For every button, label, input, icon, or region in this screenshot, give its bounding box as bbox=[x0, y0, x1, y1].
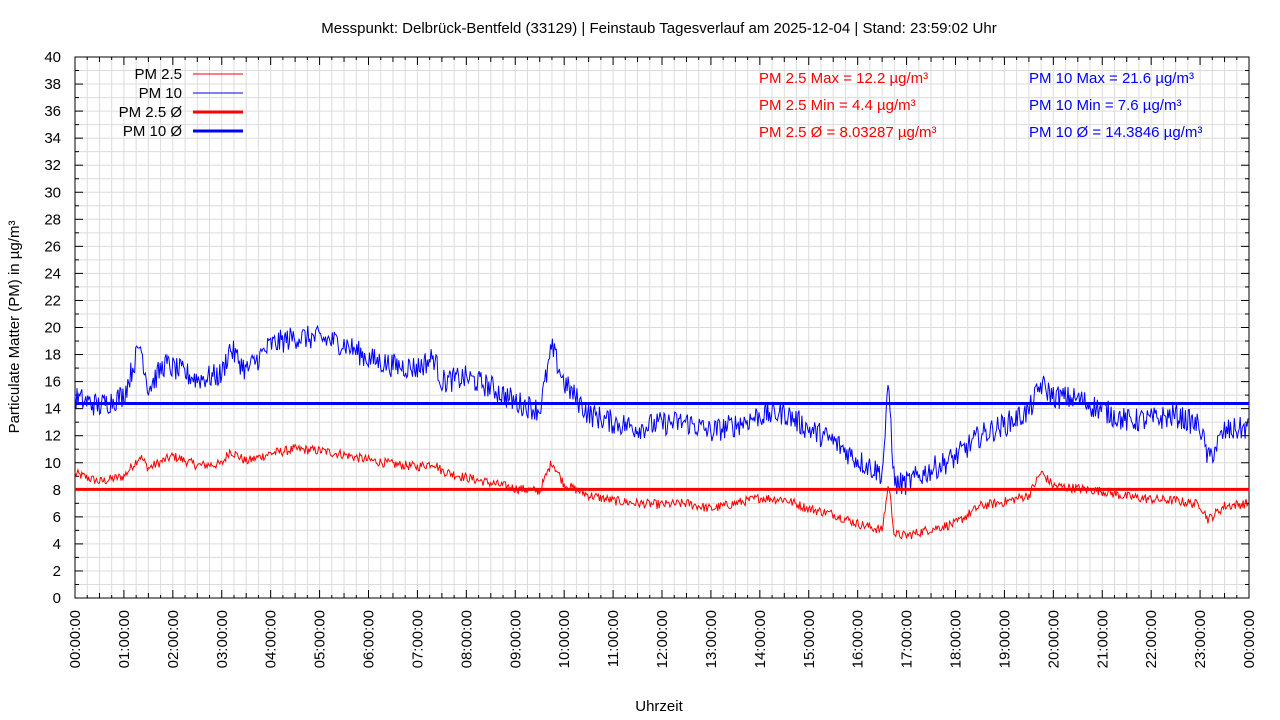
y-tick-label: 6 bbox=[53, 509, 61, 526]
stat-annotation: PM 2.5 Ø = 8.03287 µg/m³ bbox=[759, 124, 936, 141]
plot-frame bbox=[74, 56, 1250, 599]
y-tick-label: 36 bbox=[44, 103, 61, 120]
x-tick-label: 19:00:00 bbox=[996, 610, 1013, 668]
y-tick-label: 10 bbox=[44, 455, 61, 472]
y-tick-label: 30 bbox=[44, 184, 61, 201]
y-tick-label: 38 bbox=[44, 76, 61, 93]
x-tick-label: 09:00:00 bbox=[507, 610, 524, 668]
series-line bbox=[74, 324, 1249, 495]
x-tick-label: 00:00:00 bbox=[1241, 610, 1258, 668]
x-tick-label: 15:00:00 bbox=[801, 610, 818, 668]
x-tick-label: 10:00:00 bbox=[556, 610, 573, 668]
x-tick-label: 02:00:00 bbox=[165, 610, 182, 668]
x-tick-label: 21:00:00 bbox=[1094, 610, 1111, 668]
x-tick-label: 16:00:00 bbox=[850, 610, 867, 668]
chart-title: Messpunkt: Delbrück-Bentfeld (33129) | F… bbox=[321, 20, 996, 37]
y-tick-label: 0 bbox=[53, 590, 61, 607]
axes bbox=[74, 56, 1250, 599]
x-tick-label: 12:00:00 bbox=[654, 610, 671, 668]
x-tick-label: 20:00:00 bbox=[1045, 610, 1062, 668]
stat-annotation: PM 10 Max = 21.6 µg/m³ bbox=[1029, 70, 1194, 87]
x-tick-label: 07:00:00 bbox=[409, 610, 426, 668]
x-tick-label: 13:00:00 bbox=[703, 610, 720, 668]
legend-label: PM 10 Ø bbox=[123, 123, 183, 140]
stat-annotation: PM 10 Min = 7.6 µg/m³ bbox=[1029, 97, 1181, 114]
x-tick-label: 05:00:00 bbox=[312, 610, 329, 668]
y-tick-label: 34 bbox=[44, 130, 61, 147]
y-tick-label: 40 bbox=[44, 49, 61, 66]
y-tick-label: 8 bbox=[53, 482, 61, 499]
y-tick-label: 28 bbox=[44, 211, 61, 228]
x-tick-label: 06:00:00 bbox=[361, 610, 378, 668]
y-tick-label: 26 bbox=[44, 238, 61, 255]
y-axis-label: Particulate Matter (PM) in µg/m³ bbox=[6, 221, 23, 434]
stat-annotation: PM 10 Ø = 14.3846 µg/m³ bbox=[1029, 124, 1202, 141]
legend: PM 2.5 PM 10 PM 2.5 Ø PM 10 Ø bbox=[119, 66, 243, 140]
series-line bbox=[74, 443, 1249, 540]
x-tick-label: 11:00:00 bbox=[605, 610, 622, 667]
y-tick-label: 14 bbox=[44, 401, 61, 418]
x-tick-label: 22:00:00 bbox=[1143, 610, 1160, 668]
x-tick-label: 23:00:00 bbox=[1192, 610, 1209, 668]
y-tick-label: 20 bbox=[44, 320, 61, 337]
stat-annotation: PM 2.5 Max = 12.2 µg/m³ bbox=[759, 70, 928, 87]
stats-annotations: PM 2.5 Max = 12.2 µg/m³ PM 2.5 Min = 4.4 … bbox=[759, 70, 1202, 141]
y-tick-label: 2 bbox=[53, 563, 61, 580]
y-tick-label: 12 bbox=[44, 428, 61, 445]
x-tick-labels: 00:00:00 01:00:00 02:00:00 03:00:00 04:00:00… bbox=[67, 610, 1258, 668]
x-tick-label: 18:00:00 bbox=[948, 610, 965, 668]
y-tick-label: 18 bbox=[44, 347, 61, 364]
stat-annotation: PM 2.5 Min = 4.4 µg/m³ bbox=[759, 97, 916, 114]
x-tick-label: 00:00:00 bbox=[67, 610, 84, 668]
legend-label: PM 2.5 Ø bbox=[119, 104, 183, 121]
plot-area bbox=[74, 324, 1249, 540]
x-axis-label: Uhrzeit bbox=[635, 698, 683, 715]
y-tick-label: 4 bbox=[53, 536, 61, 553]
x-tick-label: 03:00:00 bbox=[214, 610, 231, 668]
y-tick-label: 22 bbox=[44, 292, 61, 309]
x-tick-label: 04:00:00 bbox=[263, 610, 280, 668]
x-tick-label: 17:00:00 bbox=[899, 610, 916, 668]
y-tick-label: 32 bbox=[44, 157, 61, 174]
y-tick-label: 16 bbox=[44, 374, 61, 391]
y-tick-label: 24 bbox=[44, 265, 61, 282]
x-tick-label: 08:00:00 bbox=[458, 610, 475, 668]
x-tick-label: 14:00:00 bbox=[752, 610, 769, 668]
x-tick-label: 01:00:00 bbox=[116, 610, 133, 668]
legend-label: PM 2.5 bbox=[134, 66, 182, 83]
legend-label: PM 10 bbox=[139, 85, 182, 102]
